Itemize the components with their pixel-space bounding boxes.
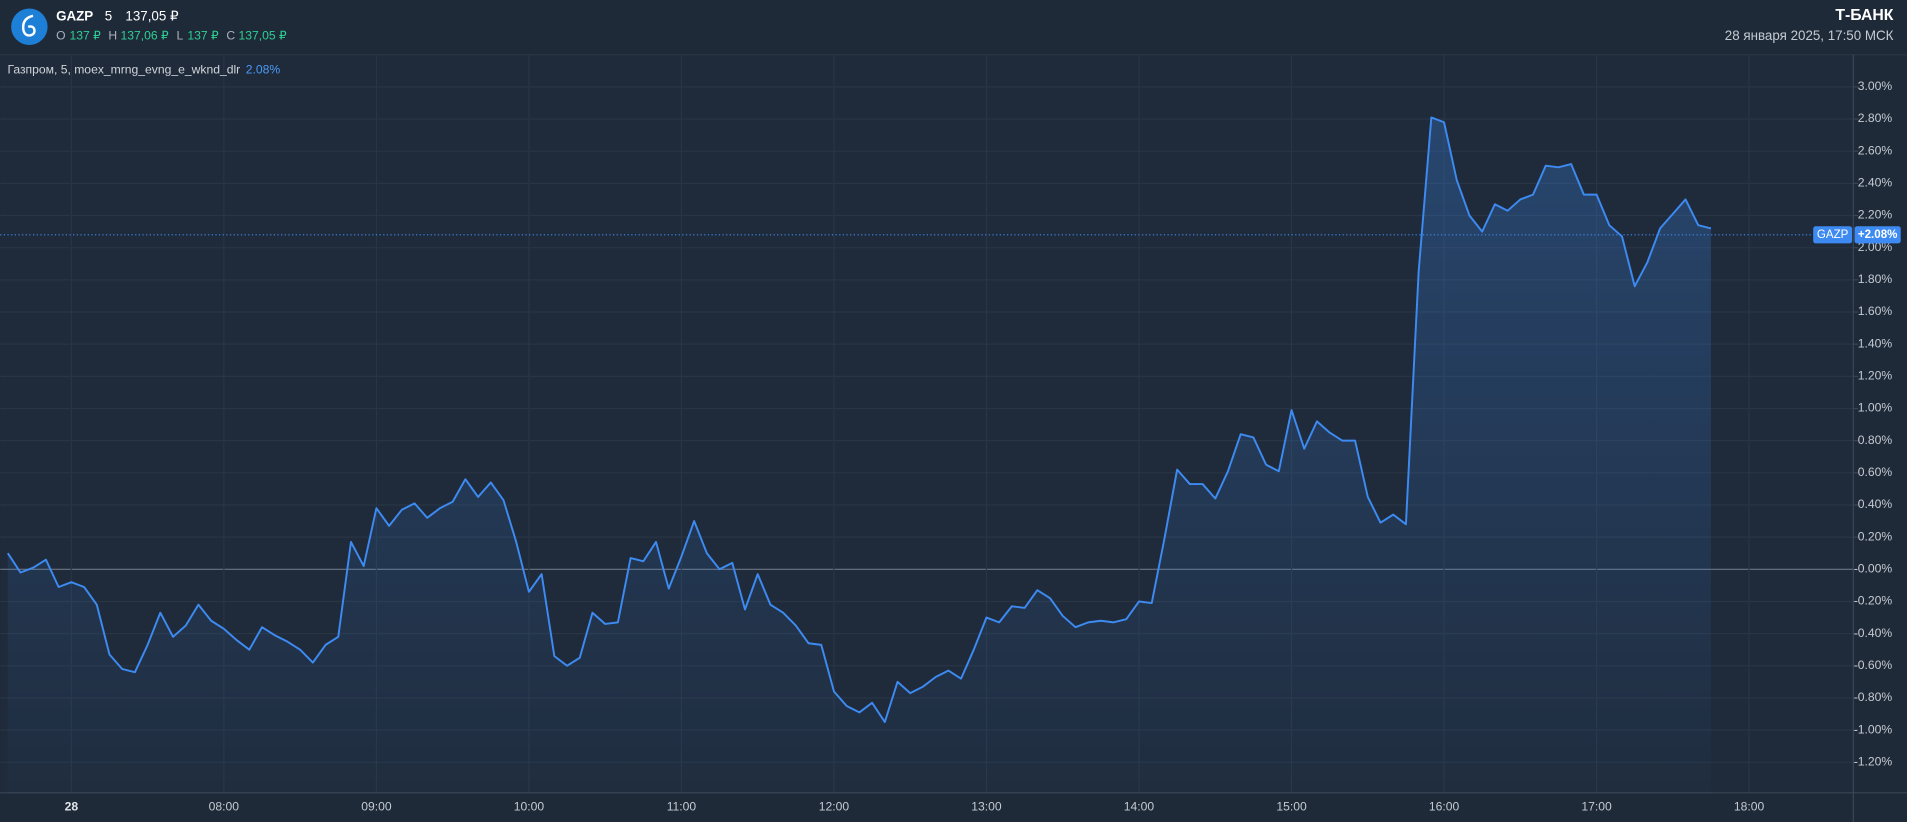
x-tick-label: 18:00 [1734, 800, 1765, 814]
current-tag [1854, 226, 1901, 244]
y-tick-label: 0.40% [1858, 497, 1893, 511]
y-tick-label: 0.20% [1858, 529, 1893, 543]
x-tick-label: 17:00 [1581, 800, 1612, 814]
ohlc-value: 137 ₽ [187, 29, 219, 43]
y-tick-label: 1.20% [1858, 369, 1893, 383]
ohlc-label: C [226, 29, 235, 43]
y-tick-label: 2.20% [1858, 208, 1893, 222]
y-tick-label: 1.80% [1858, 272, 1893, 286]
x-tick-label: 11:00 [667, 800, 697, 814]
datetime: 28 января 2025, 17:50 МСК [1725, 28, 1894, 43]
x-tick-label: 15:00 [1276, 800, 1307, 814]
ohlc-value: 137,06 ₽ [121, 29, 170, 43]
y-tick-label: 2.80% [1858, 111, 1893, 125]
interval: 5 [105, 9, 112, 24]
ohlc-label: H [108, 29, 117, 43]
y-tick-label: 2.60% [1858, 143, 1893, 157]
ticker: GAZP [56, 9, 93, 24]
x-tick-label: 10:00 [514, 800, 545, 814]
x-tick-label: 12:00 [819, 800, 850, 814]
y-tick-label: 3.00% [1858, 79, 1893, 93]
y-tick-label: -0.60% [1854, 658, 1893, 672]
x-tick-label: 08:00 [209, 800, 240, 814]
x-tick-label: 09:00 [361, 800, 392, 814]
y-tick-label: -1.00% [1854, 722, 1893, 736]
y-tick-label: 1.00% [1858, 401, 1893, 415]
ohlc-label: O [56, 29, 65, 43]
x-tick-label: 28 [65, 800, 79, 814]
price: 137,05 ₽ [125, 9, 178, 24]
area-fill [7, 117, 1711, 793]
brand: Т‑БАНК [1835, 7, 1893, 24]
ohlc-value: 137 ₽ [69, 29, 101, 43]
y-tick-label: -0.20% [1854, 594, 1893, 608]
x-tick-label: 16:00 [1429, 800, 1460, 814]
y-tick-label: 0.60% [1858, 465, 1893, 479]
legend-value: 2.08% [246, 63, 281, 77]
y-tick-label: 2.40% [1858, 176, 1893, 190]
y-tick-label: -0.40% [1854, 626, 1893, 640]
x-tick-label: 13:00 [971, 800, 1002, 814]
ohlc-label: L [176, 29, 183, 43]
y-tick-label: 1.60% [1858, 304, 1893, 318]
y-tick-label: 2.00% [1858, 240, 1893, 254]
y-tick-label: -0.80% [1854, 690, 1893, 704]
price-line [6, 116, 1712, 724]
x-tick-label: 14:00 [1124, 800, 1155, 814]
y-tick-label: -1.20% [1854, 754, 1893, 768]
y-tick-label: -0.00% [1854, 561, 1893, 575]
y-tick-label: 1.40% [1858, 336, 1893, 350]
current-tag-label: +2.08% [1858, 229, 1897, 241]
y-tick-label: 0.80% [1858, 433, 1893, 447]
legend-name: Газпром, 5, moex_mrng_evng_e_wknd_dlr [7, 63, 240, 77]
ohlc-value: 137,05 ₽ [239, 29, 288, 43]
series-tag-label: GAZP [1817, 229, 1849, 241]
logo-glyph [21, 14, 36, 37]
series-tag [1813, 226, 1853, 244]
